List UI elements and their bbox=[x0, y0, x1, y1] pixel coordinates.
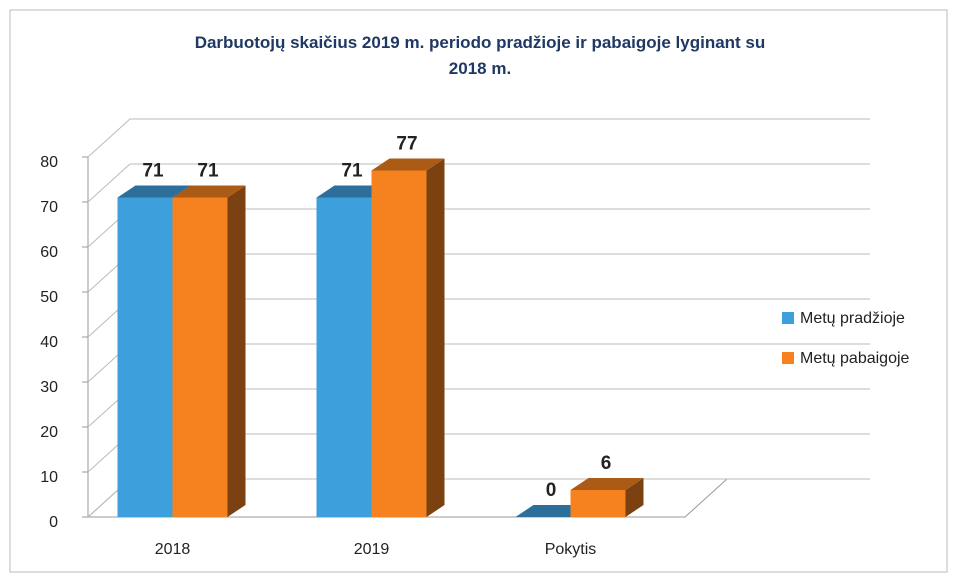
legend-label: Metų pradžioje bbox=[800, 310, 905, 327]
y-tick-label: 80 bbox=[40, 154, 58, 171]
bar-side bbox=[625, 478, 644, 517]
bar bbox=[515, 505, 589, 517]
bar-front bbox=[172, 197, 228, 517]
y-tick-label: 30 bbox=[40, 379, 58, 396]
y-tick-label: 60 bbox=[40, 244, 58, 261]
bar-side bbox=[426, 158, 445, 517]
x-tick-label: 2019 bbox=[354, 541, 390, 558]
data-label: 71 bbox=[197, 161, 219, 182]
bar-top bbox=[371, 158, 445, 171]
x-tick-label: 2018 bbox=[155, 541, 191, 558]
bar-top bbox=[515, 505, 589, 517]
bar-top bbox=[172, 185, 246, 198]
data-label: 71 bbox=[341, 161, 363, 182]
y-tick-label: 0 bbox=[49, 514, 58, 531]
bar-top bbox=[316, 185, 390, 198]
data-label: 0 bbox=[546, 480, 557, 501]
bar bbox=[371, 158, 445, 517]
bar-front bbox=[316, 197, 372, 517]
bar-front bbox=[570, 490, 626, 517]
legend-swatch bbox=[782, 312, 794, 324]
y-tick-label: 20 bbox=[40, 424, 58, 441]
chart-border bbox=[9, 9, 948, 573]
chart-title: Darbuotojų skaičius 2019 m. periodo prad… bbox=[194, 33, 766, 78]
legend-label: Metų pabaigoje bbox=[800, 350, 910, 367]
bar-side bbox=[227, 185, 246, 517]
y-tick-label: 10 bbox=[40, 469, 58, 486]
data-label: 6 bbox=[601, 453, 612, 474]
y-tick-label: 40 bbox=[40, 334, 58, 351]
bar bbox=[570, 478, 644, 517]
grid-line bbox=[87, 163, 870, 203]
bar-front bbox=[371, 170, 427, 517]
bar-top bbox=[570, 478, 644, 490]
data-label: 77 bbox=[396, 134, 417, 155]
data-label: 71 bbox=[142, 161, 164, 182]
bar-front bbox=[117, 197, 173, 517]
x-tick-label: Pokytis bbox=[545, 541, 597, 558]
bar bbox=[172, 185, 246, 517]
grid-line bbox=[87, 118, 870, 158]
y-tick-label: 70 bbox=[40, 199, 58, 216]
y-tick-label: 50 bbox=[40, 289, 58, 306]
legend-swatch bbox=[782, 352, 794, 364]
bar-top bbox=[117, 185, 191, 198]
